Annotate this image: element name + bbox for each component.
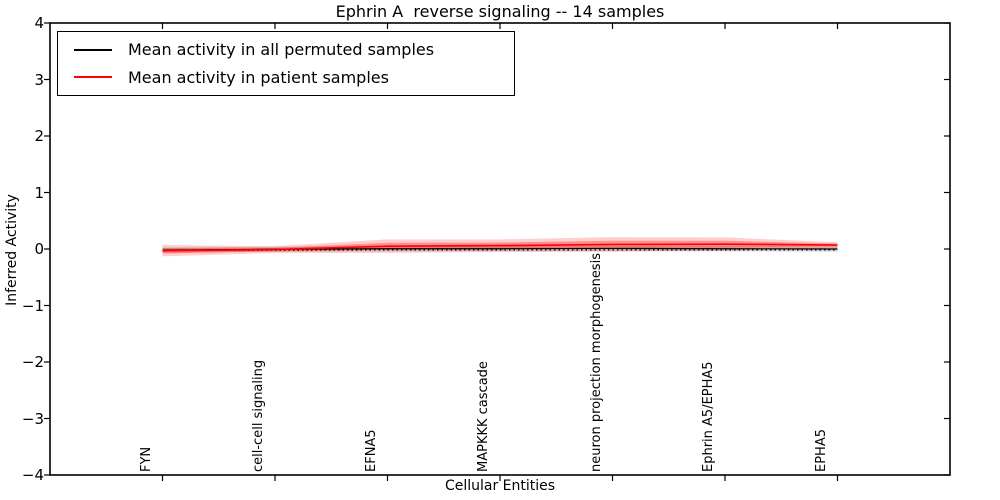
patient-line-swatch-icon <box>74 76 112 79</box>
x-tick-label: EPHA5 <box>813 429 829 472</box>
series-line-solid-ff0000 <box>162 243 838 252</box>
x-tick-label: MAPKKK cascade <box>476 361 491 472</box>
patient-samples-std-band-outer <box>162 237 838 257</box>
y-tick-label: −2 <box>21 353 44 371</box>
x-axis-label: Cellular Entities <box>444 478 556 494</box>
y-tick-label: 2 <box>34 127 44 145</box>
legend: Mean activity in all permuted samples Me… <box>57 31 515 96</box>
y-tick-label: 0 <box>34 240 44 258</box>
y-tick-label: 3 <box>34 70 44 89</box>
permuted-line-swatch-icon <box>74 48 112 51</box>
legend-label-patient: Mean activity in patient samples <box>128 67 389 87</box>
x-tick-label: neuron projection morphogenesis <box>588 253 604 472</box>
x-tick-label: EFNA5 <box>363 429 379 472</box>
y-tick-label: −3 <box>21 409 44 428</box>
legend-item-permuted: Mean activity in all permuted samples <box>58 40 514 59</box>
x-tick-label: cell-cell signaling <box>251 359 266 472</box>
x-tick-label: FYN <box>138 446 154 472</box>
chart-title: Ephrin A reverse signaling -- 14 samples <box>335 2 665 21</box>
legend-item-patient: Mean activity in patient samples <box>58 68 514 87</box>
y-tick-label: 4 <box>34 14 44 32</box>
y-tick-label: −4 <box>21 466 44 484</box>
y-tick-label: 1 <box>34 183 44 202</box>
x-tick-label: Ephrin A5/EPHA5 <box>701 361 716 472</box>
legend-label-permuted: Mean activity in all permuted samples <box>128 40 435 60</box>
y-tick-label: −1 <box>21 296 44 315</box>
